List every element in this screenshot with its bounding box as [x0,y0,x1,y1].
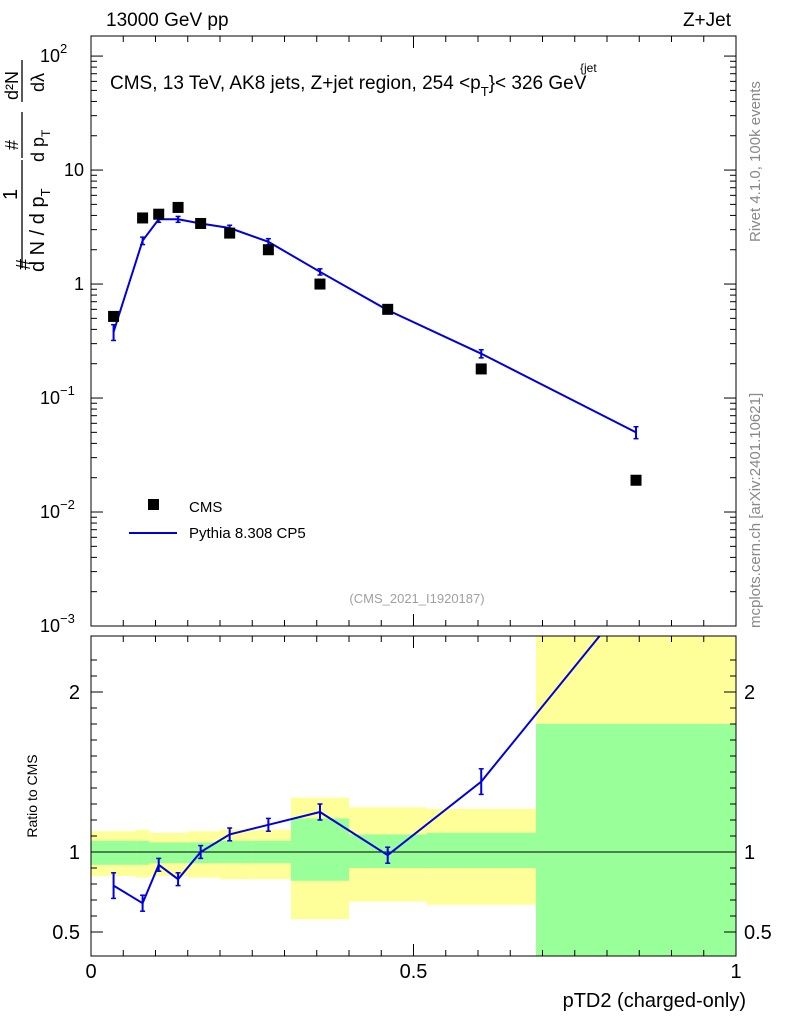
cms-data-point [475,363,487,375]
legend-marker-cms [148,499,159,510]
ratio-plot-area [91,636,736,956]
header-right: Z+Jet [683,10,732,31]
stat-uncertainty-band [187,842,220,864]
y-tick-label: 10−2 [40,497,75,522]
x-tick-label: 0.5 [400,961,428,983]
ratio-axes: 0.5 0.51 12 20 0.5 1 [52,636,772,983]
ylabel-frac1-num: 1 [0,189,22,200]
y-tick-exponent: −1 [60,383,75,398]
cms-data-point [195,217,207,229]
mcplots-label: mcplots.cern.ch [arXiv:2401.10621] [747,393,764,628]
ylabel-frac1-den: d N / d pT [27,188,53,272]
y-tick-mantissa: 10 [40,46,60,66]
stat-uncertainty-band [426,832,537,868]
plot-title-sup: {jet [580,61,597,75]
ylabel-frac2-num: # [2,140,22,150]
y-tick-mantissa: 10 [40,616,60,636]
plot-title-sub: T [481,84,489,99]
y-tick-label: 10 [64,160,84,180]
cms-data-point [224,227,236,239]
y-tick-label: 102 [40,41,67,66]
ratio-ylabel: Ratio to CMS [24,754,40,837]
y-tick-exponent: 2 [60,41,67,56]
ylabel-frac3-num: d²N [2,71,22,100]
cms-data-point [153,208,165,220]
stat-uncertainty-band [536,724,736,956]
y-tick-exponent: −2 [60,497,75,512]
analysis-watermark: (CMS_2021_I1920187) [349,591,484,606]
cms-data-point [382,303,394,315]
y-tick-mantissa: 10 [64,160,84,180]
main-plot-area [108,201,642,486]
stat-uncertainty-band [149,842,188,864]
ylabel-hash: # [13,258,35,270]
y-tick-label: 10−1 [40,383,75,408]
ylabel-frac1-den-sub: T [38,188,53,196]
ratio-y-tick-label-left: 2 [69,682,80,704]
cms-data-point [314,278,326,290]
pythia-line [112,218,637,434]
plot-title-main: CMS, 13 TeV, AK8 jets, Z+jet region, 254… [110,73,481,94]
ratio-y-tick-label-right: 0.5 [744,922,772,944]
y-tick-mantissa: 1 [74,274,84,294]
ylabel-frac1-den-text: d N / d p [27,196,49,272]
main-frame [90,35,737,627]
y-tick-label: 1 [74,274,84,294]
y-tick-mantissa: 10 [40,502,60,522]
ylabel-frac2-den: d pT [28,129,53,162]
cms-data-point [108,310,120,322]
stat-uncertainty-band [136,840,150,865]
x-tick-label: 1 [730,961,741,983]
y-tick-mantissa: 10 [40,388,60,408]
cms-data-point [630,474,642,486]
ratio-y-tick-label-left: 1 [69,842,80,864]
stat-uncertainty-band [91,840,137,865]
main-ylabel: # 1 d N / d pT # d pT d²N dλ [0,60,53,272]
y-tick-exponent: −3 [60,611,75,626]
x-axis-label: pTD2 (charged-only) [563,990,746,1012]
x-tick-label: 0 [85,961,96,983]
ratio-y-tick-label-right: 1 [744,842,755,864]
ratio-y-tick-label-left: 0.5 [52,922,80,944]
legend-label-cms: CMS [189,499,222,516]
legend-label-pythia: Pythia 8.308 CP5 [189,525,306,542]
ylabel-frac3-den: dλ [28,73,48,92]
stat-uncertainty-band [290,818,349,881]
rivet-label: Rivet 4.1.0, 100k events [747,81,764,242]
ylabel-frac2-den-sub: T [39,129,53,137]
cms-data-point [172,201,184,213]
cms-data-point [262,244,274,256]
ylabel-frac2-den-text: d p [28,137,48,162]
plot-title-tail: }< 326 GeV [489,73,587,94]
legend: CMS Pythia 8.308 CP5 [129,499,306,542]
cms-data-point [137,212,149,224]
ratio-y-tick-label-right: 2 [744,682,755,704]
y-tick-label: 10−3 [40,611,75,636]
header-left: 13000 GeV pp [106,10,229,31]
plot-title: CMS, 13 TeV, AK8 jets, Z+jet region, 254… [110,73,587,99]
